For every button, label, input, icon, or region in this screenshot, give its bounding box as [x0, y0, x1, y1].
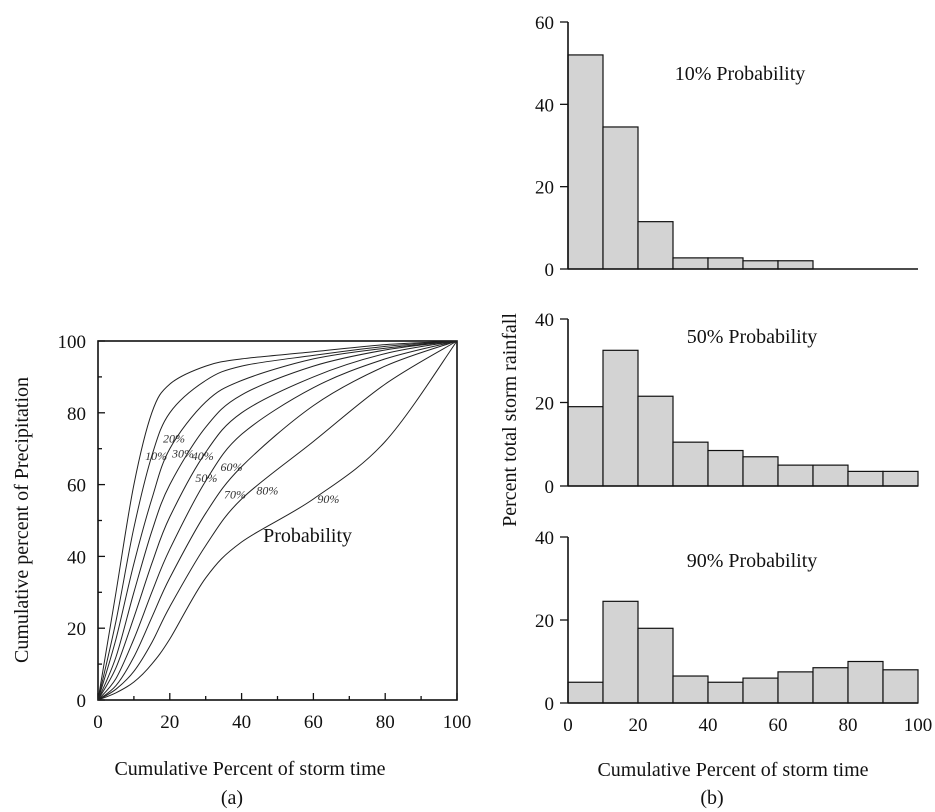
bar-bottom-10 — [882, 669, 919, 704]
curve-40 — [97, 340, 458, 701]
bar-middle-1 — [567, 406, 604, 487]
bar-middle-2 — [602, 349, 639, 487]
bar-top-7 — [777, 260, 814, 270]
bar-middle-4 — [672, 441, 709, 487]
panel-a-y-tick-label: 20 — [67, 619, 86, 640]
panel-b-y-axis-title: Percent total storm rainfall — [499, 313, 521, 527]
histogram-bottom-y-tick-label: 20 — [535, 611, 554, 632]
panel-a-y-tick-label: 0 — [77, 691, 87, 712]
curve-label-90: 90% — [317, 492, 339, 506]
curve-label-70: 70% — [224, 488, 246, 502]
histogram-bottom-x-tick-label: 100 — [904, 715, 933, 736]
histogram-top-y-tick-label: 20 — [535, 178, 554, 199]
bar-middle-10 — [882, 470, 919, 487]
histogram-bottom: 0 20 40 0 20 40 60 80 100 90% Probability — [535, 528, 932, 736]
curve-label-50: 50% — [195, 471, 217, 485]
bar-bottom-9 — [847, 660, 884, 704]
panel-a-x-tick-label: 40 — [232, 712, 251, 733]
panel-a-line-chart: 0 20 40 60 80 10002040608010010%20%30%40%50%6… — [58, 332, 472, 733]
panel-a-x-axis-title: Cumulative Percent of storm time — [114, 758, 385, 780]
histogram-top-title: 10% Probability — [675, 63, 806, 85]
histogram-bottom-x-tick-label: 40 — [699, 715, 718, 736]
panel-a-label: (a) — [221, 787, 243, 809]
bar-middle-8 — [812, 464, 849, 487]
bar-bottom-3 — [637, 627, 674, 704]
panel-b-x-axis-title: Cumulative Percent of storm time — [597, 759, 868, 781]
histogram-top-y-tick-label: 0 — [545, 260, 555, 281]
histogram-middle-title: 50% Probability — [687, 326, 818, 348]
curve-label-80: 80% — [256, 483, 278, 497]
histogram-bottom-x-tick-label: 0 — [563, 715, 573, 736]
panel-a-y-axis-title: Cumulative percent of Precipitation — [11, 377, 33, 663]
histogram-middle: 0 20 40 50% Probability — [535, 310, 919, 498]
curve-50 — [97, 340, 458, 701]
curve-label-30: 30% — [171, 447, 194, 461]
bar-middle-9 — [847, 470, 884, 487]
histogram-top-y-tick-label: 40 — [535, 95, 554, 116]
bar-middle-3 — [637, 395, 674, 487]
curve-80 — [97, 340, 458, 701]
curve-label-20: 20% — [163, 432, 185, 446]
panel-a-annotation: Probability — [263, 525, 352, 547]
bar-top-4 — [672, 257, 709, 270]
bar-middle-7 — [777, 464, 814, 487]
histogram-middle-y-tick-label: 20 — [535, 394, 554, 415]
histogram-bottom-x-tick-label: 80 — [839, 715, 858, 736]
bar-bottom-8 — [812, 667, 849, 704]
histogram-middle-y-tick-label: 40 — [535, 310, 554, 331]
panel-a-x-tick-label: 0 — [93, 712, 103, 733]
histogram-bottom-y-tick-label: 40 — [535, 528, 554, 549]
curve-70 — [97, 340, 458, 701]
bar-bottom-4 — [672, 675, 709, 704]
curve-10 — [97, 340, 458, 701]
panel-a-x-tick-label: 20 — [160, 712, 179, 733]
histogram-top-y-tick-label: 60 — [535, 13, 554, 34]
histogram-bottom-x-tick-label: 60 — [769, 715, 788, 736]
bar-bottom-7 — [777, 671, 814, 704]
histogram-bottom-x-tick-label: 20 — [629, 715, 648, 736]
panel-a-y-tick-label: 100 — [58, 332, 87, 353]
curve-label-60: 60% — [220, 460, 242, 474]
curve-90 — [97, 340, 458, 701]
histogram-bottom-title: 90% Probability — [687, 550, 818, 572]
bar-middle-6 — [742, 456, 779, 487]
histogram-middle-y-tick-label: 0 — [545, 477, 555, 498]
bar-top-2 — [602, 126, 639, 270]
bar-middle-5 — [707, 449, 744, 487]
panel-a-y-tick-label: 80 — [67, 404, 86, 425]
panel-a-x-tick-label: 100 — [443, 712, 472, 733]
bar-bottom-6 — [742, 677, 779, 704]
panel-a-x-tick-label: 80 — [376, 712, 395, 733]
curve-20 — [97, 340, 458, 701]
panel-a-y-tick-label: 60 — [67, 476, 86, 497]
bar-top-6 — [742, 260, 779, 270]
histogram-top: 0 20 40 60 10% Probability — [535, 13, 918, 281]
panel-a-x-tick-label: 60 — [304, 712, 323, 733]
curve-30 — [97, 340, 458, 701]
panel-b-label: (b) — [700, 787, 723, 809]
curve-60 — [97, 340, 458, 701]
bar-top-5 — [707, 257, 744, 270]
histogram-bottom-y-tick-label: 0 — [545, 694, 555, 715]
bar-bottom-2 — [602, 600, 639, 704]
panel-b-bar-charts: 0 20 40 60 10% Probability 0 20 40 50% Probabili… — [535, 13, 932, 736]
bar-top-1 — [567, 54, 604, 270]
bar-bottom-5 — [707, 681, 744, 704]
bar-bottom-1 — [567, 681, 604, 704]
bar-top-3 — [637, 221, 674, 270]
panel-a-y-tick-label: 40 — [67, 547, 86, 568]
